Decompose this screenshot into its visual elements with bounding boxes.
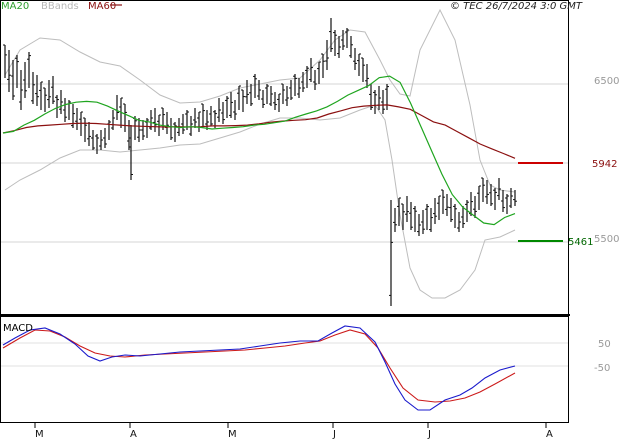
bbands-upper-line — [4, 8, 516, 193]
price-bars — [3, 18, 517, 306]
macd-signal-line — [2, 329, 516, 403]
legend-ma20: MA20 — [1, 1, 29, 12]
ma60-line — [2, 104, 516, 159]
y-tick-6500: 6500 — [594, 76, 619, 87]
resistance-label: 5942 — [592, 159, 617, 170]
x-tick-label: J — [332, 429, 336, 440]
x-tick-label: M — [35, 429, 44, 440]
ma20-line — [2, 75, 516, 226]
macd-line — [2, 325, 516, 411]
copyright-text: © TEC 26/7/2024 3:0 GMT — [450, 1, 583, 12]
y-tick-5500: 5500 — [594, 234, 619, 245]
x-tick-label: A — [546, 429, 553, 440]
price-panel-frame — [0, 0, 569, 315]
macd-panel-frame — [0, 316, 569, 423]
legend-ma60: MA60 — [88, 1, 116, 12]
macd-tick-neg50: -50 — [594, 363, 610, 374]
price-grid — [1, 83, 568, 243]
support-label: 5461 — [568, 237, 593, 248]
macd-label: MACD — [3, 323, 33, 334]
x-tick-label: A — [130, 429, 137, 440]
x-tick-label: J — [427, 429, 431, 440]
x-tick-label: M — [228, 429, 237, 440]
legend-bbands: BBands — [41, 1, 79, 12]
macd-tick-50: 50 — [598, 339, 611, 350]
